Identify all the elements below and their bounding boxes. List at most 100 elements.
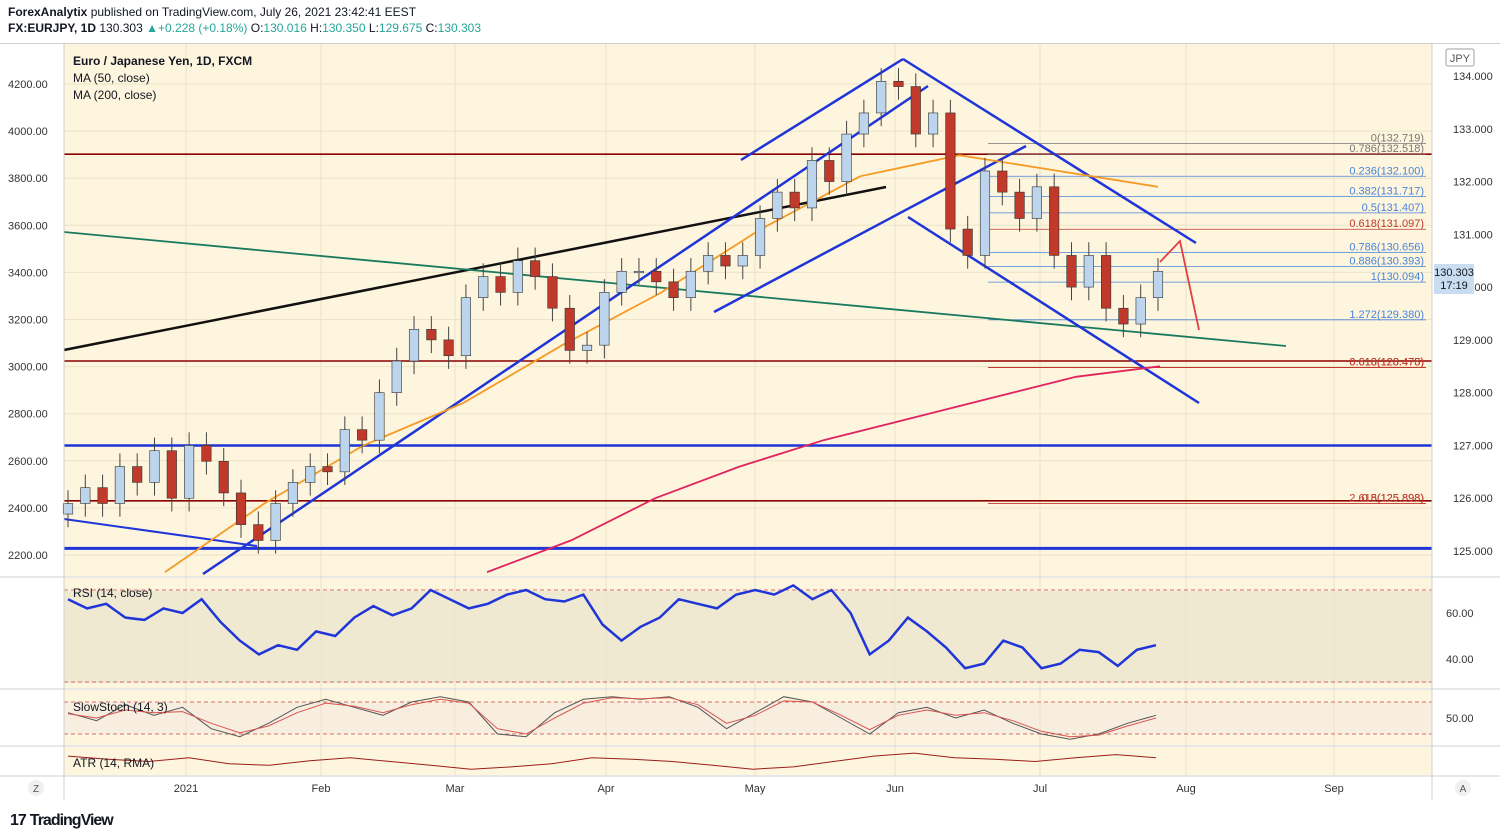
candle-body [478, 276, 489, 298]
x-axis-label: Jun [886, 783, 904, 795]
candle-body [806, 160, 818, 209]
stoch-band-fill [64, 702, 1432, 734]
candle-body [374, 392, 385, 441]
candle-body [979, 170, 991, 256]
candle-body [755, 218, 766, 256]
candle-body [720, 255, 731, 267]
candle-body [1083, 255, 1094, 288]
legend-ma200[interactable]: MA (200, close) [73, 88, 157, 102]
tv-logo-icon: 17 [10, 812, 27, 829]
candle-body [564, 307, 575, 351]
candle-body [910, 86, 921, 135]
candle-body [149, 450, 160, 483]
auto-scale-label[interactable]: A [1460, 784, 1467, 795]
candle-body [1152, 270, 1164, 298]
trendline [713, 144, 1027, 314]
fib-level-label: 0.618(128.475) [1349, 357, 1424, 369]
price-change: +0.228 (+0.18%) [158, 21, 248, 35]
low-label: L: [368, 21, 379, 35]
grid-lines [64, 44, 1432, 776]
left-axis-label: 2600.00 [8, 456, 48, 468]
low-value: 129.675 [378, 21, 423, 35]
atr-pane-bg [64, 747, 1432, 775]
currency-label: JPY [1450, 53, 1471, 65]
candle-body [893, 80, 904, 87]
right-axis-label: 125.000 [1453, 546, 1493, 558]
fib-level-label: 0.886(130.393) [1349, 255, 1424, 267]
symbol-line: FX:EURJPY, 1D 130.303 ▲+0.228 (+0.18%) O… [8, 21, 481, 35]
candle-body [1014, 191, 1025, 219]
candle-body [408, 329, 420, 362]
rsi-axis-label: 60.00 [1446, 608, 1474, 620]
ma200-line [486, 365, 1161, 573]
right-axis-label: 134.000 [1453, 71, 1493, 83]
scale-z-button [28, 780, 44, 796]
last-price: 130.303 [99, 21, 143, 35]
up-arrow-icon: ▲ [146, 21, 158, 35]
candle-body [97, 487, 108, 504]
ma50-line [164, 154, 1159, 573]
fib-level-label: 0.5(125.898) [1362, 493, 1424, 505]
close-value: 130.303 [437, 21, 482, 35]
stoch-d-line [67, 697, 1157, 738]
candle-body [270, 503, 281, 541]
candle-body [1066, 255, 1077, 288]
scale-z-label[interactable]: Z [33, 784, 39, 795]
candle-body [633, 270, 645, 274]
candle-body [287, 482, 298, 504]
candle-body [737, 255, 748, 267]
fib-level-label: 0.5(131.407) [1362, 202, 1424, 214]
legend-rsi[interactable]: RSI (14, close) [73, 586, 153, 600]
left-axis-label: 4200.00 [8, 79, 48, 91]
author-name[interactable]: ForexAnalytix [8, 5, 88, 19]
candle-body [357, 429, 368, 441]
right-axis-label: 128.000 [1453, 388, 1493, 400]
rsi-axis-label: 40.00 [1446, 654, 1474, 666]
stoch-axis-label: 50.00 [1446, 713, 1474, 725]
candle-body [132, 466, 143, 483]
candle-body [945, 112, 956, 230]
fib-level-label: 0(132.719) [1371, 133, 1424, 145]
right-axis-label: 127.000 [1453, 440, 1493, 452]
high-label: H: [310, 21, 323, 35]
right-axis-label: 126.000 [1453, 493, 1493, 505]
x-axis-label: Apr [597, 783, 614, 795]
x-axis-label: May [745, 783, 766, 795]
close-label: C: [425, 21, 438, 35]
atr-line [67, 752, 1157, 770]
trendline [902, 57, 1197, 245]
x-axis-label: Sep [1324, 783, 1344, 795]
fib-level-label: 0.786(132.518) [1349, 143, 1424, 155]
candle-body [651, 270, 662, 283]
candle-body [62, 503, 74, 515]
right-axis-label: 133.000 [1453, 124, 1493, 136]
price-badge-countdown: 17:19 [1440, 280, 1468, 292]
tradingview-logo[interactable]: 17 TradingView [10, 812, 117, 830]
candle-body [460, 297, 471, 357]
candle-body [581, 344, 593, 351]
candles [62, 68, 1164, 554]
legend-stoch[interactable]: SlowStoch (14, 3) [73, 700, 168, 714]
trendline [740, 57, 904, 162]
candle-body [80, 487, 91, 504]
candle-body [928, 112, 939, 135]
open-value: 130.016 [263, 21, 307, 35]
x-axis-label: 2021 [174, 783, 198, 795]
legend-main[interactable]: Euro / Japanese Yen, 1D, FXCM [73, 54, 253, 68]
rsi-line [67, 583, 1157, 670]
candle-body [339, 429, 350, 473]
legend-ma50[interactable]: MA (50, close) [73, 71, 150, 85]
fib-level-label: 0.236(132.100) [1349, 165, 1424, 177]
legend-atr[interactable]: ATR (14, RMA) [73, 756, 155, 770]
candle-body [858, 112, 869, 135]
candle-body [1031, 186, 1042, 219]
candle-body [305, 466, 316, 483]
candle-body [841, 133, 852, 182]
candle-body [184, 445, 195, 499]
open-label: O: [250, 21, 264, 35]
trendline [63, 518, 258, 547]
candle-body [685, 270, 696, 298]
tv-logo-text: TradingView [29, 812, 114, 829]
symbol-label[interactable]: FX:EURJPY, 1D [8, 21, 97, 35]
